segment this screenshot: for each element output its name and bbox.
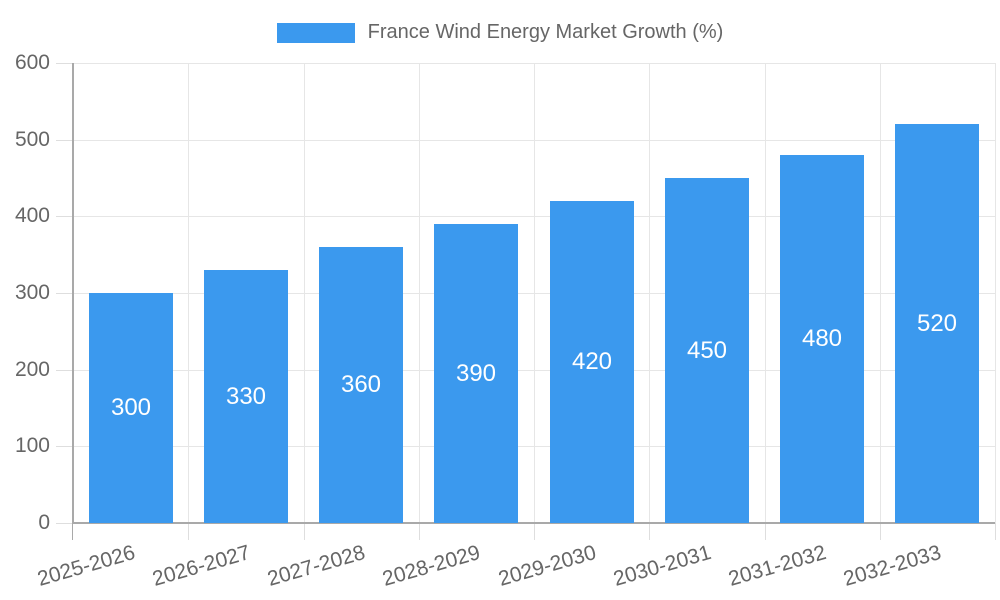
- x-axis-tick-label: 2026-2027: [149, 541, 253, 591]
- x-axis-tick: [419, 523, 420, 540]
- x-axis-line: [72, 522, 995, 524]
- gridline-vertical: [995, 63, 996, 523]
- x-axis-tick: [72, 523, 73, 540]
- bar[interactable]: [89, 293, 173, 523]
- x-axis-tick: [995, 523, 996, 540]
- bar[interactable]: [204, 270, 288, 523]
- y-axis-tick: [56, 63, 73, 64]
- y-axis-tick-label: 400: [14, 204, 50, 227]
- y-axis-tick-label: 500: [14, 128, 50, 151]
- y-axis-tick-label: 600: [14, 51, 50, 74]
- gridline-vertical: [188, 63, 189, 523]
- x-axis-tick-label: 2030-2031: [610, 541, 714, 591]
- bar-value-label: 480: [801, 325, 843, 352]
- x-axis-tick: [304, 523, 305, 540]
- y-axis-tick: [56, 216, 73, 217]
- chart-legend[interactable]: France Wind Energy Market Growth (%): [0, 21, 1000, 44]
- bar-value-label: 300: [110, 394, 152, 421]
- x-axis-tick: [880, 523, 881, 540]
- bar-value-label: 520: [916, 310, 958, 337]
- x-axis-tick: [534, 523, 535, 540]
- y-axis-tick-label: 200: [14, 358, 50, 381]
- legend-swatch-icon: [276, 22, 355, 43]
- gridline-vertical: [649, 63, 650, 523]
- legend-label: France Wind Energy Market Growth (%): [367, 21, 724, 43]
- y-axis-tick: [56, 523, 73, 524]
- x-axis-tick-label: 2029-2030: [495, 541, 599, 591]
- x-axis-tick-label: 2027-2028: [264, 541, 368, 591]
- y-axis-tick-label: 300: [14, 281, 50, 304]
- bar[interactable]: [434, 224, 518, 523]
- x-axis-tick: [765, 523, 766, 540]
- x-axis-tick-label: 2025-2026: [34, 541, 138, 591]
- gridline-vertical: [765, 63, 766, 523]
- x-axis-tick-label: 2031-2032: [725, 541, 829, 591]
- y-axis-tick-label: 0: [38, 511, 50, 534]
- bar[interactable]: [780, 155, 864, 523]
- bar[interactable]: [665, 178, 749, 523]
- bar-value-label: 360: [340, 371, 382, 398]
- x-axis-tick: [649, 523, 650, 540]
- y-axis-tick-label: 100: [14, 434, 50, 457]
- y-axis-tick: [56, 446, 73, 447]
- y-axis-line: [72, 63, 74, 523]
- y-axis-tick: [56, 293, 73, 294]
- bar-value-label: 450: [686, 337, 728, 364]
- bar-value-label: 420: [571, 348, 613, 375]
- y-axis-tick: [56, 370, 73, 371]
- gridline-vertical: [534, 63, 535, 523]
- bar-value-label: 390: [455, 360, 497, 387]
- gridline-vertical: [419, 63, 420, 523]
- gridline-vertical: [880, 63, 881, 523]
- bar[interactable]: [550, 201, 634, 523]
- bar[interactable]: [895, 124, 979, 523]
- gridline-vertical: [304, 63, 305, 523]
- x-axis-tick-label: 2032-2033: [840, 541, 944, 591]
- y-axis-tick: [56, 140, 73, 141]
- x-axis-tick-label: 2028-2029: [379, 541, 483, 591]
- bar[interactable]: [319, 247, 403, 523]
- x-axis-tick: [188, 523, 189, 540]
- bar-value-label: 330: [225, 383, 267, 410]
